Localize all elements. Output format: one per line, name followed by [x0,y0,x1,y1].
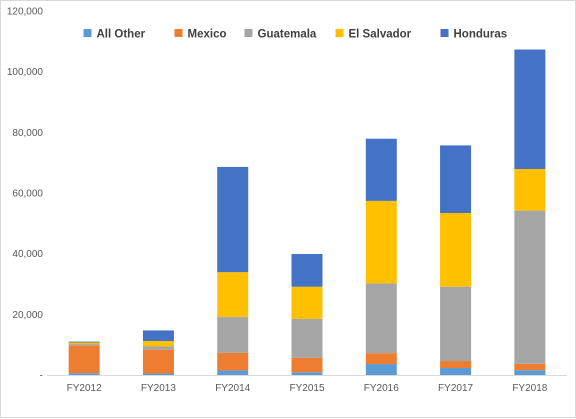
y-tick-label: - [40,371,43,382]
y-tick-label: 80,000 [12,128,43,139]
bar-segment-mexico [68,345,100,374]
bar-segment-guatemala [68,344,100,346]
bar-segment-honduras [514,49,546,170]
bar-segment-el-salvador [365,200,397,284]
bar-segment-mexico [365,353,397,365]
bar-segment-el-salvador [68,342,100,345]
bar-segment-el-salvador [217,272,249,318]
bar-segment-all-other [514,370,546,375]
x-tick-label: FY2018 [512,383,547,394]
legend-label: Honduras [454,29,508,41]
legend-swatch [440,29,449,37]
legend-item-all-other: All Other [83,29,146,41]
y-tick-label: 40,000 [12,249,43,260]
bar-stack-fy2018 [514,49,546,375]
bar-segment-guatemala [217,317,249,353]
bar-stack-fy2014 [217,166,249,375]
legend-item-honduras: Honduras [440,29,508,41]
legend-label: Mexico [188,29,227,41]
bar-segment-honduras [142,330,174,342]
bar-segment-mexico [440,361,472,369]
bar-segment-mexico [142,349,174,374]
bar-segment-honduras [365,138,397,201]
bar-stack-fy2017 [440,145,472,375]
bar-segment-all-other [217,370,249,375]
bar-segment-honduras [68,341,100,343]
legend-swatch [244,29,253,37]
legend-label: Guatemala [258,29,317,41]
legend-label: All Other [97,29,146,41]
legend-swatch [174,29,183,37]
legend-swatch [335,29,344,37]
x-tick-label: FY2016 [364,383,399,394]
x-tick-label: FY2014 [215,383,250,394]
x-tick-label: FY2017 [438,383,473,394]
bar-stack-fy2012 [68,341,100,375]
legend-swatch [83,29,92,37]
bar-stack-fy2015 [291,253,323,375]
bar-segment-mexico [291,357,323,373]
legend: All Other Mexico Guatemala El Salvador Hondu… [83,29,508,41]
legend-item-el-salvador: El Salvador [335,29,412,41]
x-axis: FY2012 FY2013 FY2014 FY2015 FY2016 FY2017 FY20… [47,375,567,394]
bar-segment-honduras [440,145,472,214]
y-tick-label: 120,000 [7,7,44,18]
y-axis: - 20,000 40,000 60,000 80,000 100,000 120,000 [7,7,44,382]
bar-segment-guatemala [142,346,174,350]
y-tick-label: 100,000 [7,67,44,78]
x-tick-label: FY2012 [67,383,102,394]
bar-stack-fy2013 [142,330,174,375]
bar-segment-guatemala [440,286,472,362]
bar-segment-el-salvador [514,169,546,211]
legend-label: El Salvador [349,29,412,41]
y-tick-label: 20,000 [12,310,43,321]
bar-segment-all-other [291,372,323,375]
bar-segment-all-other [440,368,472,375]
bar-segment-guatemala [365,283,397,354]
bar-segment-all-other [68,373,100,375]
bar-segment-all-other [365,364,397,375]
bar-segment-all-other [142,373,174,375]
bar-stack-fy2016 [365,138,397,375]
bar-segment-guatemala [291,318,323,358]
x-tick-label: FY2015 [289,383,324,394]
y-tick-label: 60,000 [12,189,43,200]
bar-segment-guatemala [514,210,546,364]
bar-segment-el-salvador [142,341,174,347]
bar-segment-el-salvador [440,213,472,287]
bar-segment-mexico [514,363,546,371]
x-tick-label: FY2013 [141,383,176,394]
bar-segment-el-salvador [291,286,323,319]
legend-item-mexico: Mexico [174,29,227,41]
bar-segment-honduras [291,253,323,287]
legend-item-guatemala: Guatemala [244,29,317,41]
bar-segment-honduras [217,166,249,273]
bars [68,49,546,375]
bar-segment-mexico [217,352,249,371]
